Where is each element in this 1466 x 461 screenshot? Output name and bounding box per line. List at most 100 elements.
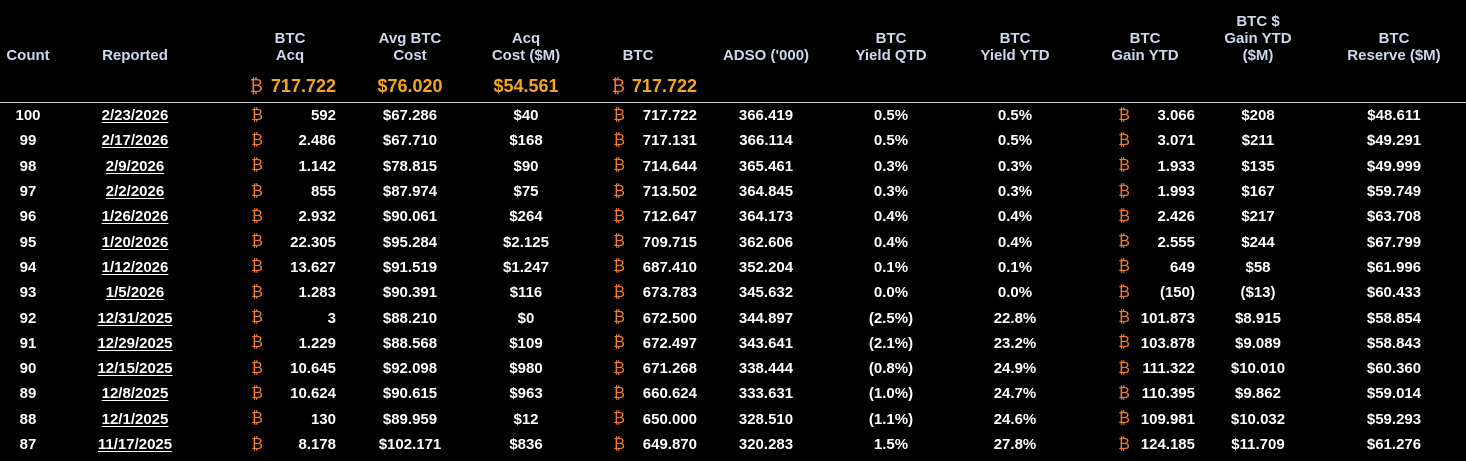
- gain-ytd-cell: 2.426: [1157, 208, 1195, 226]
- header-label-line: Cost: [393, 47, 427, 64]
- header-btc-yield-ytd[interactable]: BTC Yield YTD: [960, 0, 1070, 70]
- btc-icon: ₿: [613, 233, 625, 251]
- btc-icon: ₿: [1118, 435, 1130, 453]
- reported-date-link[interactable]: 1/20/2026: [70, 229, 200, 254]
- reported-date-text[interactable]: 11/17/2025: [97, 436, 173, 453]
- yield-qtd-cell: (2.1%): [868, 334, 914, 352]
- btc-acq-cell: 10.645: [290, 360, 336, 378]
- header-btc-reserve[interactable]: BTC Reserve ($M): [1335, 0, 1453, 70]
- header-btc[interactable]: BTC: [600, 0, 676, 70]
- header-label-line: BTC: [274, 30, 306, 47]
- usd-gain-ytd-cell: $10.032: [1230, 410, 1286, 428]
- yield-qtd-cell: 0.3%: [873, 183, 909, 201]
- gain-ytd-cell: 3.066: [1157, 107, 1195, 125]
- header-btc-yield-qtd[interactable]: BTC Yield QTD: [836, 0, 946, 70]
- adso-cell: 352.204: [738, 258, 794, 276]
- btc-cell: 712.647: [642, 208, 697, 226]
- btc-icon: ₿: [1118, 182, 1130, 200]
- btc-icon: ₿: [611, 75, 625, 96]
- reported-date-text[interactable]: 12/31/2025: [97, 309, 173, 327]
- reported-date-link[interactable]: 12/31/2025: [70, 305, 200, 330]
- header-count[interactable]: Count: [0, 0, 56, 70]
- reported-date-text[interactable]: 1/20/2026: [101, 233, 169, 251]
- header-btc-usd-gain-ytd[interactable]: BTC $ Gain YTD ($M): [1208, 0, 1308, 70]
- reported-date-text[interactable]: 2/2/2026: [105, 183, 165, 201]
- usd-gain-ytd-cell: $9.089: [1235, 334, 1281, 352]
- reported-date-link[interactable]: 12/1/2025: [70, 407, 200, 432]
- reported-date-text[interactable]: 12/1/2025: [101, 410, 169, 428]
- reported-date-link[interactable]: 2/9/2026: [70, 154, 200, 179]
- reported-date-link[interactable]: 12/8/2025: [70, 381, 200, 406]
- header-btc-gain-ytd[interactable]: BTC Gain YTD: [1090, 0, 1200, 70]
- header-acq-cost[interactable]: Acq Cost ($M): [470, 0, 582, 70]
- reported-date-text[interactable]: 12/8/2025: [101, 385, 169, 403]
- gain-ytd-cell: 649: [1169, 258, 1195, 276]
- header-avg-btc-cost[interactable]: Avg BTC Cost: [360, 0, 460, 70]
- reported-date-link[interactable]: 11/17/2025: [70, 432, 200, 457]
- reported-date-text[interactable]: 12/15/2025: [97, 360, 173, 378]
- adso-cell: 328.510: [738, 410, 794, 428]
- reserve-cell: $63.708: [1366, 208, 1422, 226]
- avg-cost-cell: $88.210: [382, 309, 438, 327]
- btc-icon: ₿: [613, 309, 625, 327]
- count-cell: 94: [19, 258, 37, 276]
- reported-date-text[interactable]: 1/12/2026: [101, 258, 169, 276]
- yield-qtd-cell: 1.5%: [873, 436, 909, 453]
- usd-gain-ytd-cell: $8.915: [1235, 309, 1281, 327]
- btc-icon: ₿: [613, 384, 625, 402]
- header-adso[interactable]: ADSO ('000): [706, 0, 826, 70]
- btc-acq-cell: 2.486: [298, 132, 336, 150]
- reported-date-text[interactable]: 12/29/2025: [97, 334, 173, 352]
- reported-date-text[interactable]: 2/9/2026: [105, 157, 165, 175]
- acq-cost-cell: $836: [509, 436, 543, 453]
- btc-icon: ₿: [249, 75, 263, 96]
- reported-date-link[interactable]: 12/29/2025: [70, 331, 200, 356]
- reported-date-link[interactable]: 1/26/2026: [70, 204, 200, 229]
- yield-qtd-cell: (1.0%): [868, 385, 914, 403]
- table-row: 98 2/9/2026 ₿ 1.142 $78.815 $90 ₿ 714.644 365.46…: [0, 154, 1466, 179]
- btc-acq-cell: 1.142: [298, 157, 336, 175]
- btc-icon: ₿: [251, 106, 263, 124]
- usd-gain-ytd-cell: $58: [1245, 258, 1271, 276]
- reported-date-link[interactable]: 1/12/2026: [70, 255, 200, 280]
- reported-date-text[interactable]: 1/26/2026: [101, 208, 169, 226]
- reported-date-link[interactable]: 1/5/2026: [70, 280, 200, 305]
- btc-cell: 687.410: [642, 258, 697, 276]
- yield-qtd-cell: 0.0%: [873, 284, 909, 302]
- btc-icon: ₿: [251, 207, 263, 225]
- reported-date-link[interactable]: 2/23/2026: [70, 103, 200, 128]
- header-reported[interactable]: Reported: [70, 0, 200, 70]
- header-btc-acq[interactable]: BTC Acq: [240, 0, 340, 70]
- header-label-line: Acq: [275, 47, 305, 64]
- btc-cell: 672.500: [642, 309, 697, 327]
- reported-date-text[interactable]: 2/17/2026: [101, 132, 169, 150]
- avg-cost-cell: $88.568: [382, 334, 438, 352]
- reported-date-link[interactable]: 2/2/2026: [70, 179, 200, 204]
- btc-icon: ₿: [251, 359, 263, 377]
- acq-cost-cell: $40: [513, 107, 539, 125]
- btc-icon: ₿: [613, 359, 625, 377]
- header-label-line: Gain YTD: [1224, 30, 1292, 47]
- btc-acq-cell: 855: [310, 183, 336, 201]
- reported-date-text[interactable]: 1/5/2026: [105, 284, 165, 302]
- reported-date-text[interactable]: 2/23/2026: [101, 107, 169, 125]
- btc-icon: ₿: [1118, 283, 1130, 301]
- avg-cost-cell: $90.615: [382, 385, 438, 403]
- header-label-line: Count: [6, 47, 50, 64]
- count-cell: 92: [19, 309, 37, 327]
- summary-avg-cost: $76.020: [377, 75, 443, 96]
- yield-qtd-cell: 0.3%: [873, 157, 909, 175]
- gain-ytd-cell: 124.185: [1140, 436, 1195, 453]
- summary-btc: 717.722: [631, 75, 697, 96]
- avg-cost-cell: $78.815: [382, 157, 438, 175]
- btc-icon: ₿: [251, 334, 263, 352]
- btc-icon: ₿: [613, 435, 625, 453]
- count-cell: 88: [19, 410, 37, 428]
- reported-date-link[interactable]: 2/17/2026: [70, 128, 200, 153]
- reported-date-link[interactable]: 12/15/2025: [70, 356, 200, 381]
- header-label-line: BTC $: [1236, 13, 1280, 30]
- btc-icon: ₿: [1118, 384, 1130, 402]
- btc-acq-cell: 13.627: [290, 258, 336, 276]
- yield-qtd-cell: 0.4%: [873, 233, 909, 251]
